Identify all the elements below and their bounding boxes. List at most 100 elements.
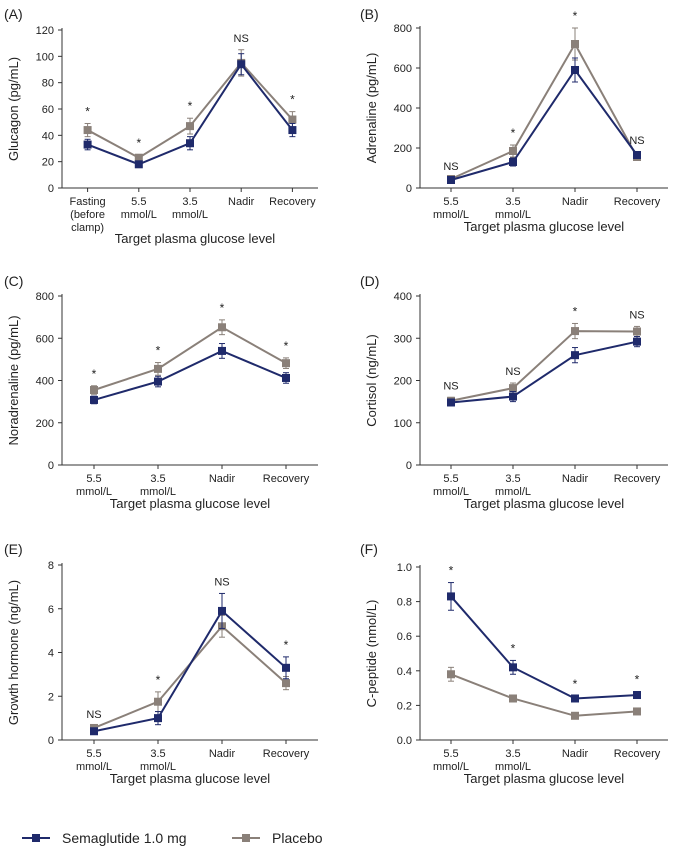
y-tick-label: 0 [48, 460, 54, 472]
data-point-semaglutide [218, 606, 226, 615]
x-tick-label: 5.5 mmol/L [433, 748, 469, 773]
panel-label: (A) [4, 6, 23, 22]
y-tick-label: 40 [42, 130, 54, 142]
y-tick-label: 600 [394, 63, 412, 75]
chart-panel-1: (A) 0 20 40 60 80 100 120 Fasting (before clamp) 5.… [4, 6, 318, 246]
significance-annotation: * [511, 126, 516, 140]
legend-label-placebo: Placebo [272, 830, 323, 846]
data-point-semaglutide [633, 337, 641, 346]
chart-panel-3: (C) 0 200 400 600 800 5.5 mmol/L 3.5 mmol/L Nadir R… [4, 273, 318, 511]
panel-label: (E) [4, 541, 23, 557]
data-point-semaglutide [282, 373, 290, 382]
chart-panel-5: (E) 0 2 4 6 8 5.5 mmol/L 3.5 mmol/L Nadir Recovery T… [4, 541, 318, 786]
x-tick-label: 5.5 mmol/L [433, 473, 469, 498]
significance-annotation: NS [86, 709, 101, 721]
y-tick-label: 800 [394, 23, 412, 35]
data-point-semaglutide [447, 176, 455, 184]
data-point-semaglutide [134, 160, 143, 169]
data-point-placebo [571, 711, 579, 720]
significance-annotation: * [92, 367, 97, 381]
data-point-placebo [571, 40, 579, 48]
x-tick-label: 5.5 mmol/L [433, 196, 469, 221]
panel-label: (D) [360, 273, 379, 289]
x-axis-title: Target plasma glucose level [464, 219, 625, 234]
legend-marker-placebo [242, 834, 250, 842]
data-point-semaglutide [83, 140, 92, 149]
significance-annotation: NS [629, 309, 644, 321]
x-tick-label: Nadir [562, 748, 589, 760]
panel-label: (B) [360, 6, 379, 22]
x-tick-label: Recovery [614, 196, 661, 208]
y-tick-label: 120 [36, 25, 54, 37]
significance-annotation: * [188, 99, 193, 113]
data-point-semaglutide [237, 60, 246, 69]
legend-item-placebo: Placebo [232, 830, 323, 846]
x-tick-label: Nadir [228, 196, 255, 208]
data-point-placebo [633, 327, 641, 336]
series-line-placebo [450, 41, 638, 180]
data-point-semaglutide [509, 158, 517, 166]
y-tick-label: 0 [48, 735, 54, 747]
data-point-placebo [447, 670, 455, 679]
significance-annotation: * [290, 93, 295, 107]
x-axis-title: Target plasma glucose level [110, 496, 271, 511]
data-point-semaglutide [154, 714, 162, 723]
y-tick-label: 4 [48, 648, 54, 660]
y-tick-label: 400 [36, 376, 54, 388]
legend-label-semaglutide: Semaglutide 1.0 mg [62, 830, 187, 846]
series-line-placebo [450, 330, 638, 402]
y-tick-label: 8 [48, 560, 54, 572]
y-tick-label: 1.0 [397, 562, 412, 574]
data-point-semaglutide [447, 398, 455, 407]
y-tick-label: 0.6 [397, 631, 412, 643]
data-point-placebo [218, 323, 226, 332]
chart-panel-2: (B) 0 200 400 600 800 5.5 mmol/L 3.5 mmol/L Nadir R… [360, 6, 668, 234]
series-line-semaglutide [450, 68, 638, 181]
series-line-placebo [93, 326, 287, 391]
series-line-semaglutide [450, 595, 638, 700]
data-point-placebo [282, 359, 290, 368]
chart-panel-4: (D) 0 100 200 300 400 5.5 mmol/L 3.5 mmol/L Nadir R… [360, 273, 668, 511]
data-point-placebo [633, 707, 641, 716]
y-tick-label: 80 [42, 78, 54, 90]
x-tick-label: Nadir [209, 473, 236, 485]
data-point-semaglutide [571, 351, 579, 360]
data-point-semaglutide [154, 377, 162, 386]
x-tick-label: Nadir [209, 748, 236, 760]
significance-annotation: * [284, 638, 289, 652]
y-axis-title: Growth hormone (ng/mL) [6, 580, 21, 725]
data-point-semaglutide [571, 66, 579, 74]
y-tick-label: 100 [394, 418, 412, 430]
y-tick-label: 0.4 [397, 666, 412, 678]
y-axis-title: C-peptide (nmol/L) [364, 600, 379, 708]
significance-annotation: * [573, 677, 578, 691]
data-point-placebo [154, 364, 162, 373]
y-tick-label: 400 [394, 291, 412, 303]
data-point-placebo [571, 327, 579, 336]
significance-annotation: * [156, 344, 161, 358]
legend-swatch-placebo [232, 834, 260, 842]
x-tick-label: Nadir [562, 196, 589, 208]
y-tick-label: 0.8 [397, 597, 412, 609]
significance-annotation: * [573, 304, 578, 318]
x-tick-label: 3.5 mmol/L [495, 196, 531, 221]
y-axis-title: Adrenaline (pg/mL) [364, 53, 379, 164]
data-point-semaglutide [633, 691, 641, 700]
data-point-semaglutide [509, 392, 517, 401]
y-tick-label: 200 [394, 143, 412, 155]
data-point-placebo [154, 697, 162, 706]
significance-annotation: NS [505, 366, 520, 378]
x-tick-label: 3.5 mmol/L [140, 748, 176, 773]
significance-annotation: * [220, 301, 225, 315]
x-tick-label: Recovery [269, 196, 316, 208]
data-point-placebo [83, 126, 92, 135]
chart-panel-6: (F) 0.0 0.2 0.4 0.6 0.8 1.0 5.5 mmol/L 3.5 mmol/L N… [360, 541, 668, 786]
significance-annotation: * [156, 673, 161, 687]
y-tick-label: 800 [36, 291, 54, 303]
data-point-placebo [186, 122, 194, 131]
significance-annotation: * [635, 673, 640, 687]
x-tick-label: Recovery [614, 473, 661, 485]
y-tick-label: 60 [42, 104, 54, 116]
y-tick-label: 0 [406, 460, 412, 472]
